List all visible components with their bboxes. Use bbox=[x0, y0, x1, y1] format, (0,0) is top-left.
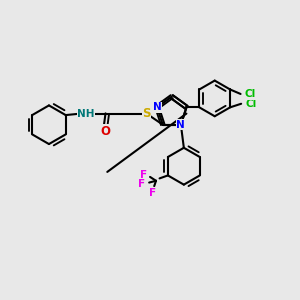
Text: S: S bbox=[142, 107, 151, 120]
Text: Cl: Cl bbox=[245, 89, 256, 99]
Text: N: N bbox=[153, 102, 161, 112]
Text: F: F bbox=[149, 188, 157, 198]
Text: NH: NH bbox=[77, 109, 94, 118]
Text: N: N bbox=[176, 120, 185, 130]
Text: F: F bbox=[140, 170, 147, 180]
Text: O: O bbox=[100, 125, 110, 138]
Text: F: F bbox=[139, 179, 145, 189]
Text: Cl: Cl bbox=[245, 99, 256, 109]
